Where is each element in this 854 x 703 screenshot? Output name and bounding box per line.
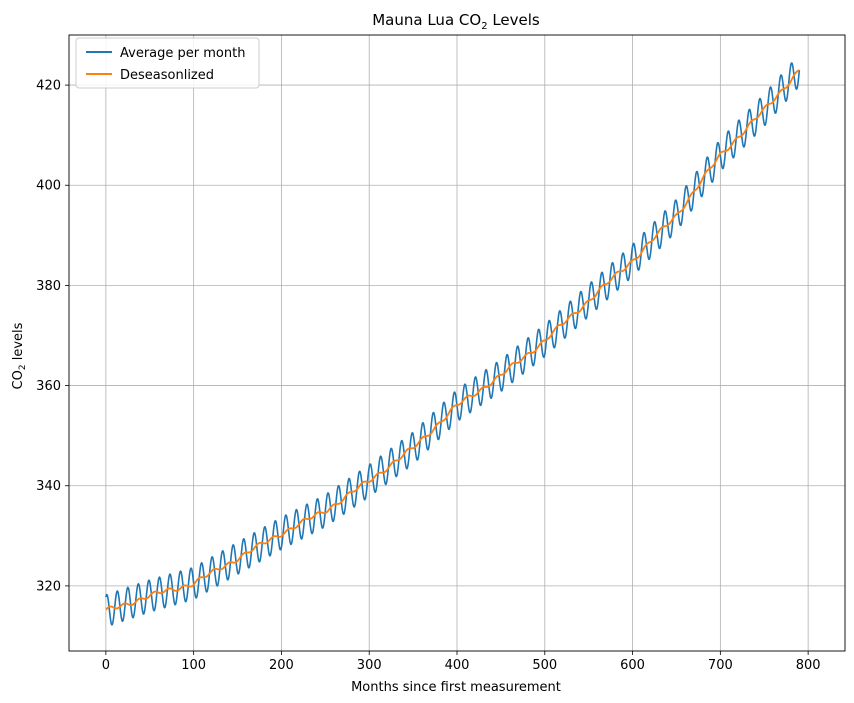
x-tick-label: 100	[181, 658, 206, 673]
y-axis-label-subscript: 2	[18, 364, 28, 370]
y-tick-label: 340	[36, 479, 61, 494]
y-tick-label: 360	[36, 379, 61, 394]
grid	[69, 35, 845, 651]
y-tick-label: 320	[36, 579, 61, 594]
chart-title-tail: Levels	[488, 11, 540, 29]
x-axis-label: Months since first measurement	[351, 680, 561, 695]
ticks: 0 100 200 300 400 500 600 700 800 320 340 360 380 400…	[36, 79, 820, 673]
x-tick-label: 400	[445, 658, 470, 673]
x-tick-label: 0	[102, 658, 110, 673]
x-tick-label: 800	[796, 658, 821, 673]
legend-box	[75, 37, 260, 89]
series-line-average-per-month	[105, 62, 801, 626]
y-tick-label: 420	[36, 79, 61, 94]
chart-title: Mauna Lua CO2 Levels	[372, 11, 540, 32]
x-tick-label: 300	[357, 658, 382, 673]
series-line-deseasonlized	[105, 69, 800, 611]
x-tick-label: 700	[708, 658, 733, 673]
y-axis-label: CO2 levels	[11, 322, 28, 389]
legend-label-deseasonlized: Deseasonlized	[120, 68, 214, 83]
legend: Average per month Deseasonlized	[75, 37, 260, 89]
series-layer	[105, 62, 801, 626]
x-tick-label: 600	[620, 658, 645, 673]
x-tick-label: 200	[269, 658, 294, 673]
y-tick-label: 380	[36, 279, 61, 294]
chart-title-main: Mauna Lua CO	[372, 11, 481, 29]
y-axis-label-tail: levels	[11, 322, 26, 364]
legend-label-average: Average per month	[120, 46, 245, 61]
y-axis-label-main: CO	[11, 370, 26, 389]
y-tick-label: 400	[36, 179, 61, 194]
x-tick-label: 500	[532, 658, 557, 673]
chart-title-subscript: 2	[481, 21, 487, 32]
